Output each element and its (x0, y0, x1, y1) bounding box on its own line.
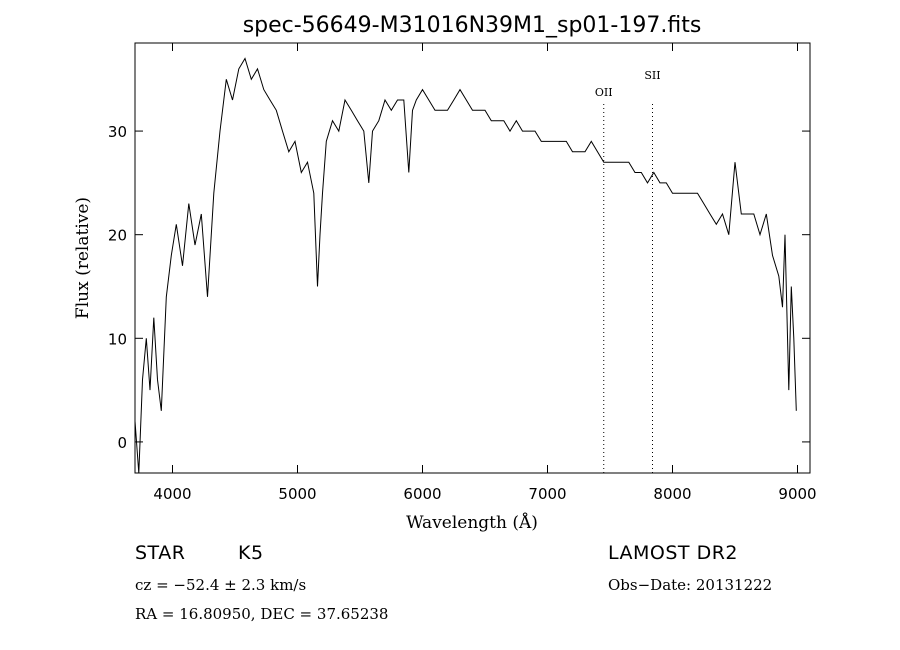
x-tick-label: 8000 (653, 485, 691, 503)
redshift-text: cz = −52.4 ± 2.3 km/s (135, 576, 307, 594)
y-tick-label: 10 (108, 330, 127, 348)
spectral-class: K5 (238, 542, 264, 564)
axis-ticks: 4000 5000 6000 7000 8000 9000 0 10 20 30 (108, 43, 817, 503)
y-tick-label: 30 (108, 123, 127, 141)
y-tick-label: 0 (117, 434, 127, 452)
emission-line-label: OII (595, 86, 613, 99)
y-axis-label: Flux (relative) (73, 197, 93, 319)
chart-title: spec-56649-M31016N39M1_sp01-197.fits (243, 13, 702, 38)
spectrum-line (134, 57, 797, 474)
obs-date: Obs−Date: 20131222 (608, 576, 773, 594)
x-tick-label: 6000 (403, 485, 441, 503)
coordinates-text: RA = 16.80950, DEC = 37.65238 (135, 605, 389, 623)
survey-name: LAMOST DR2 (608, 542, 738, 564)
spectrum-series (134, 57, 797, 474)
y-tick-label: 20 (108, 227, 127, 245)
plot-frame (134, 42, 811, 474)
x-tick-label: 7000 (528, 485, 566, 503)
object-type: STAR (135, 542, 186, 564)
x-tick-label: 9000 (778, 485, 816, 503)
emission-line-label: SII (644, 69, 660, 82)
x-tick-label: 4000 (153, 485, 191, 503)
x-axis-label: Wavelength (Å) (406, 512, 538, 533)
line-marks: OII SII (595, 69, 661, 473)
x-tick-label: 5000 (278, 485, 316, 503)
